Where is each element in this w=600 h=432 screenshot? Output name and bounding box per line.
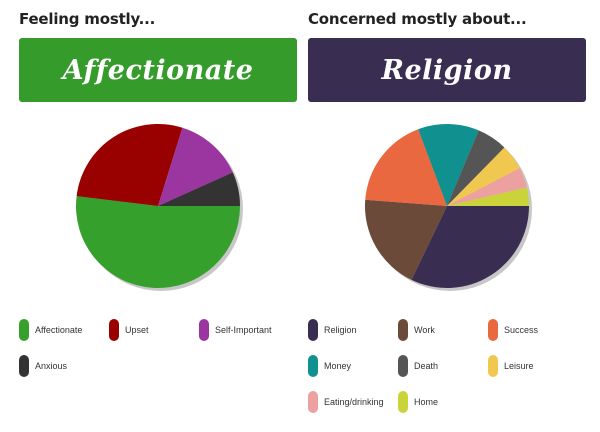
legend-swatch [308,391,318,413]
legend-item-affectionate: Affectionate [19,316,82,344]
feeling-pie-chart [76,123,243,291]
legend-item-self-important: Self-Important [199,316,272,344]
legend-swatch [199,319,209,341]
legend-swatch [308,355,318,377]
pie-slice-affectionate [76,196,241,289]
legend-label: Anxious [35,361,68,371]
legend-swatch [488,355,498,377]
legend-label: Death [414,361,439,371]
legend-label: Self-Important [215,325,272,335]
legend-label: Success [504,325,539,335]
pie-slice-upset [76,123,183,206]
legend-label: Home [414,397,439,407]
legend-item-religion: Religion [308,316,357,344]
legend-item-anxious: Anxious [19,352,67,380]
concern-panel: Concerned mostly about... Religion Relig… [308,0,586,432]
legend-swatch [308,319,318,341]
legend-item-money: Money [308,352,351,380]
legend-swatch [488,319,498,341]
pie-slice-death [447,130,505,206]
pie-slice-money [418,123,479,206]
legend-swatch [19,355,29,377]
feeling-banner: Affectionate [19,38,297,102]
pie-slice-anxious [158,172,240,206]
legend-item-home: Home [398,388,438,416]
feeling-legend: Affectionate Upset Self-Important Anxious [19,316,297,426]
legend-label: Religion [324,325,357,335]
legend-item-work: Work [398,316,435,344]
pie-slice-eating-drinking [447,168,527,206]
pie-slice-leisure [447,147,520,206]
concern-legend: Religion Work Success Money Death Leisure Eati… [308,316,586,426]
legend-label: Leisure [504,361,534,371]
legend-swatch [19,319,29,341]
legend-item-success: Success [488,316,538,344]
pie-slice-home [447,187,529,206]
legend-label: Money [324,361,352,371]
pie-slice-self-important [158,127,233,206]
concern-heading: Concerned mostly about... [308,10,527,28]
legend-label: Affectionate [35,325,83,335]
pie-slice-religion [411,206,529,288]
legend-swatch [398,319,408,341]
legend-label: Work [414,325,435,335]
legend-swatch [398,355,408,377]
legend-item-eating-drinking: Eating/drinking [308,388,384,416]
legend-swatch [398,391,408,413]
legend-swatch [109,319,119,341]
feeling-heading: Feeling mostly... [19,10,156,28]
concern-banner: Religion [308,38,586,102]
legend-item-leisure: Leisure [488,352,534,380]
legend-item-upset: Upset [109,316,149,344]
pie-slice-work [364,199,447,280]
legend-label: Eating/drinking [324,397,384,407]
concern-pie-chart [364,123,532,291]
feeling-panel: Feeling mostly... Affectionate Affection… [19,0,297,432]
legend-item-death: Death [398,352,438,380]
pie-slice-success [365,129,447,206]
legend-label: Upset [125,325,149,335]
